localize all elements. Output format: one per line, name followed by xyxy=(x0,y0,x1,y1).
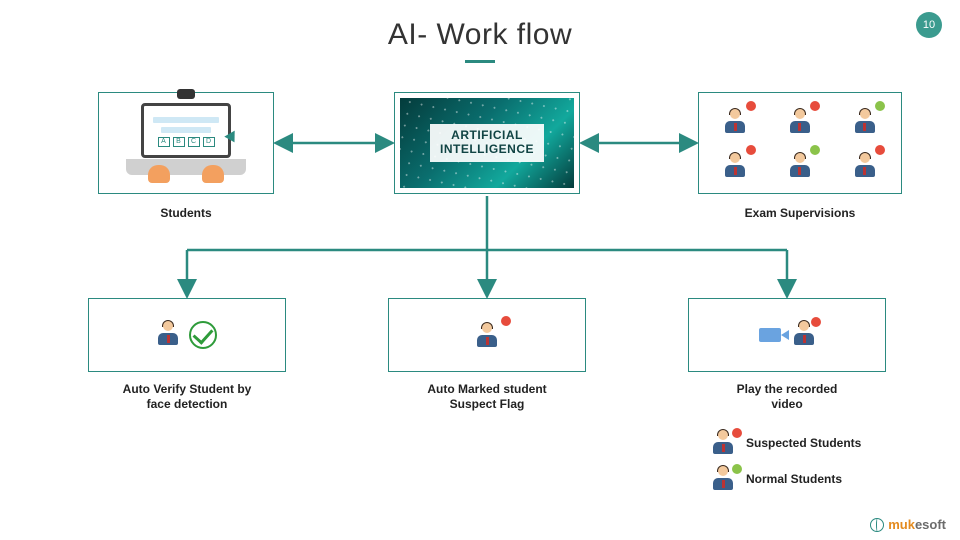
supervisor-6 xyxy=(842,147,887,183)
person-icon xyxy=(476,323,498,347)
option-a: A xyxy=(158,137,170,147)
globe-icon xyxy=(870,518,884,532)
video-camera-icon xyxy=(759,328,781,342)
green-dot-icon xyxy=(732,464,742,474)
red-dot-icon xyxy=(811,317,821,327)
supervisor-2 xyxy=(778,103,823,139)
legend-suspected: Suspected Students xyxy=(712,430,861,456)
legend-suspected-label: Suspected Students xyxy=(746,436,861,450)
checkmark-icon xyxy=(189,321,217,349)
supervisor-3 xyxy=(842,103,887,139)
option-c: C xyxy=(188,137,200,147)
verify-label-line2: face detection xyxy=(147,397,228,411)
flag-label-line2: Suspect Flag xyxy=(450,397,525,411)
supervision-box xyxy=(698,92,902,194)
supervisor-grid xyxy=(699,93,901,193)
person-icon xyxy=(712,466,734,490)
red-dot-icon xyxy=(501,316,511,326)
hand-left-icon xyxy=(148,165,170,183)
video-label: Play the recorded video xyxy=(688,382,886,412)
flag-label: Auto Marked student Suspect Flag xyxy=(388,382,586,412)
ai-label-line2: INTELLIGENCE xyxy=(440,142,534,156)
supervisor-1 xyxy=(713,103,758,139)
flag-label-line1: Auto Marked student xyxy=(427,382,546,396)
legend-normal: Normal Students xyxy=(712,466,842,492)
page-title: AI- Work flow xyxy=(0,18,960,52)
option-d: D xyxy=(203,137,215,147)
ai-label: ARTIFICIAL INTELLIGENCE xyxy=(430,124,544,162)
ai-box: ARTIFICIAL INTELLIGENCE xyxy=(394,92,580,194)
ai-image: ARTIFICIAL INTELLIGENCE xyxy=(400,98,574,188)
supervisor-5 xyxy=(778,147,823,183)
brand-logo: mukesoft xyxy=(870,517,946,532)
option-b: B xyxy=(173,137,185,147)
person-icon xyxy=(157,321,179,345)
laptop-icon: A B C D xyxy=(126,103,246,183)
verify-box xyxy=(88,298,286,372)
person-icon xyxy=(712,430,734,454)
verify-label: Auto Verify Student by face detection xyxy=(88,382,286,412)
webcam-icon xyxy=(177,89,195,99)
students-label: Students xyxy=(98,206,274,221)
title-underline xyxy=(465,60,495,63)
laptop-screen: A B C D xyxy=(141,103,231,158)
supervision-label: Exam Supervisions xyxy=(698,206,902,221)
flag-box xyxy=(388,298,586,372)
verify-label-line1: Auto Verify Student by xyxy=(123,382,252,396)
legend-normal-label: Normal Students xyxy=(746,472,842,486)
students-box: A B C D xyxy=(98,92,274,194)
keyboard xyxy=(126,159,246,175)
supervisor-4 xyxy=(713,147,758,183)
video-box xyxy=(688,298,886,372)
red-dot-icon xyxy=(732,428,742,438)
hand-right-icon xyxy=(202,165,224,183)
logo-part1: muk xyxy=(888,517,915,532)
flow-arrows xyxy=(0,0,960,540)
video-label-line2: video xyxy=(771,397,802,411)
logo-part2: esoft xyxy=(915,517,946,532)
ai-label-line1: ARTIFICIAL xyxy=(451,128,523,142)
video-label-line1: Play the recorded xyxy=(737,382,838,396)
